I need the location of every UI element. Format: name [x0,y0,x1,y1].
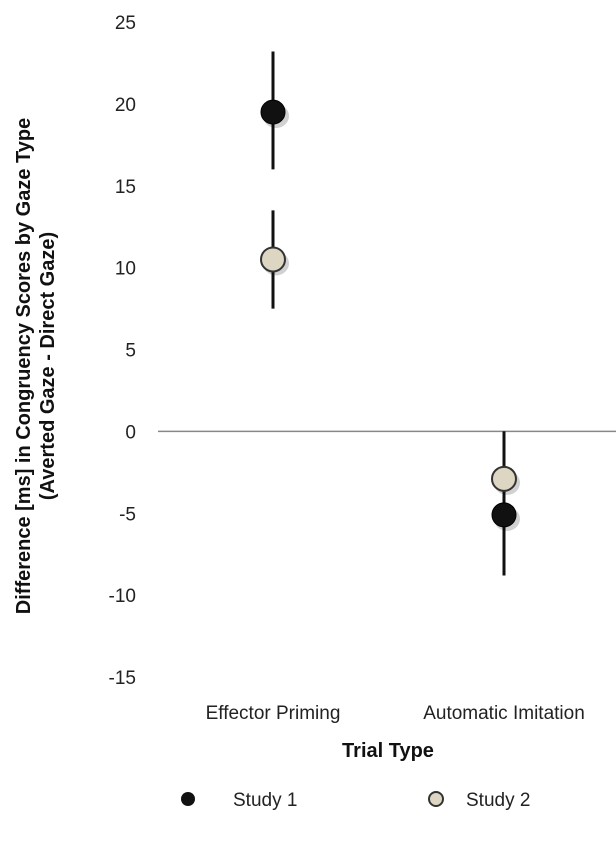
legend-label-study-1: Study 1 [233,790,297,811]
y-axis-ticks: 25 20 15 10 5 0 -5 -10 -15 [109,13,136,689]
legend: Study 1 Study 2 [181,790,530,811]
y-tick-label: 0 [125,422,136,443]
x-category-label: Effector Priming [206,703,341,724]
data-point-study-2 [260,246,286,273]
data-point-study-1 [260,99,286,125]
y-axis-title-line-1: Difference [ms] in Congruency Scores by … [13,118,35,614]
legend-label-study-2: Study 2 [466,790,530,811]
y-tick-label: 20 [115,95,136,116]
data-point-study-1 [491,502,517,528]
y-axis-title: Difference [ms] in Congruency Scores by … [13,118,59,614]
y-axis-title-line-2: (Averted Gaze - Direct Gaze) [37,232,59,500]
y-tick-label: 15 [115,177,136,198]
x-axis-title: Trial Type [342,740,434,762]
x-axis-category-labels: Effector Priming Automatic Imitation [206,703,585,724]
y-tick-label: -15 [109,668,136,689]
data-point-study-2 [491,465,517,492]
y-tick-label: -10 [109,586,136,607]
y-tick-label: 10 [115,259,136,280]
legend-marker-study-2 [428,791,444,807]
x-category-label: Automatic Imitation [423,703,585,724]
y-tick-label: 5 [125,341,136,362]
data-points [260,99,520,531]
error-bars [271,51,506,576]
y-tick-label: 25 [115,13,136,34]
y-tick-label: -5 [119,504,136,525]
legend-marker-study-1 [181,792,195,806]
